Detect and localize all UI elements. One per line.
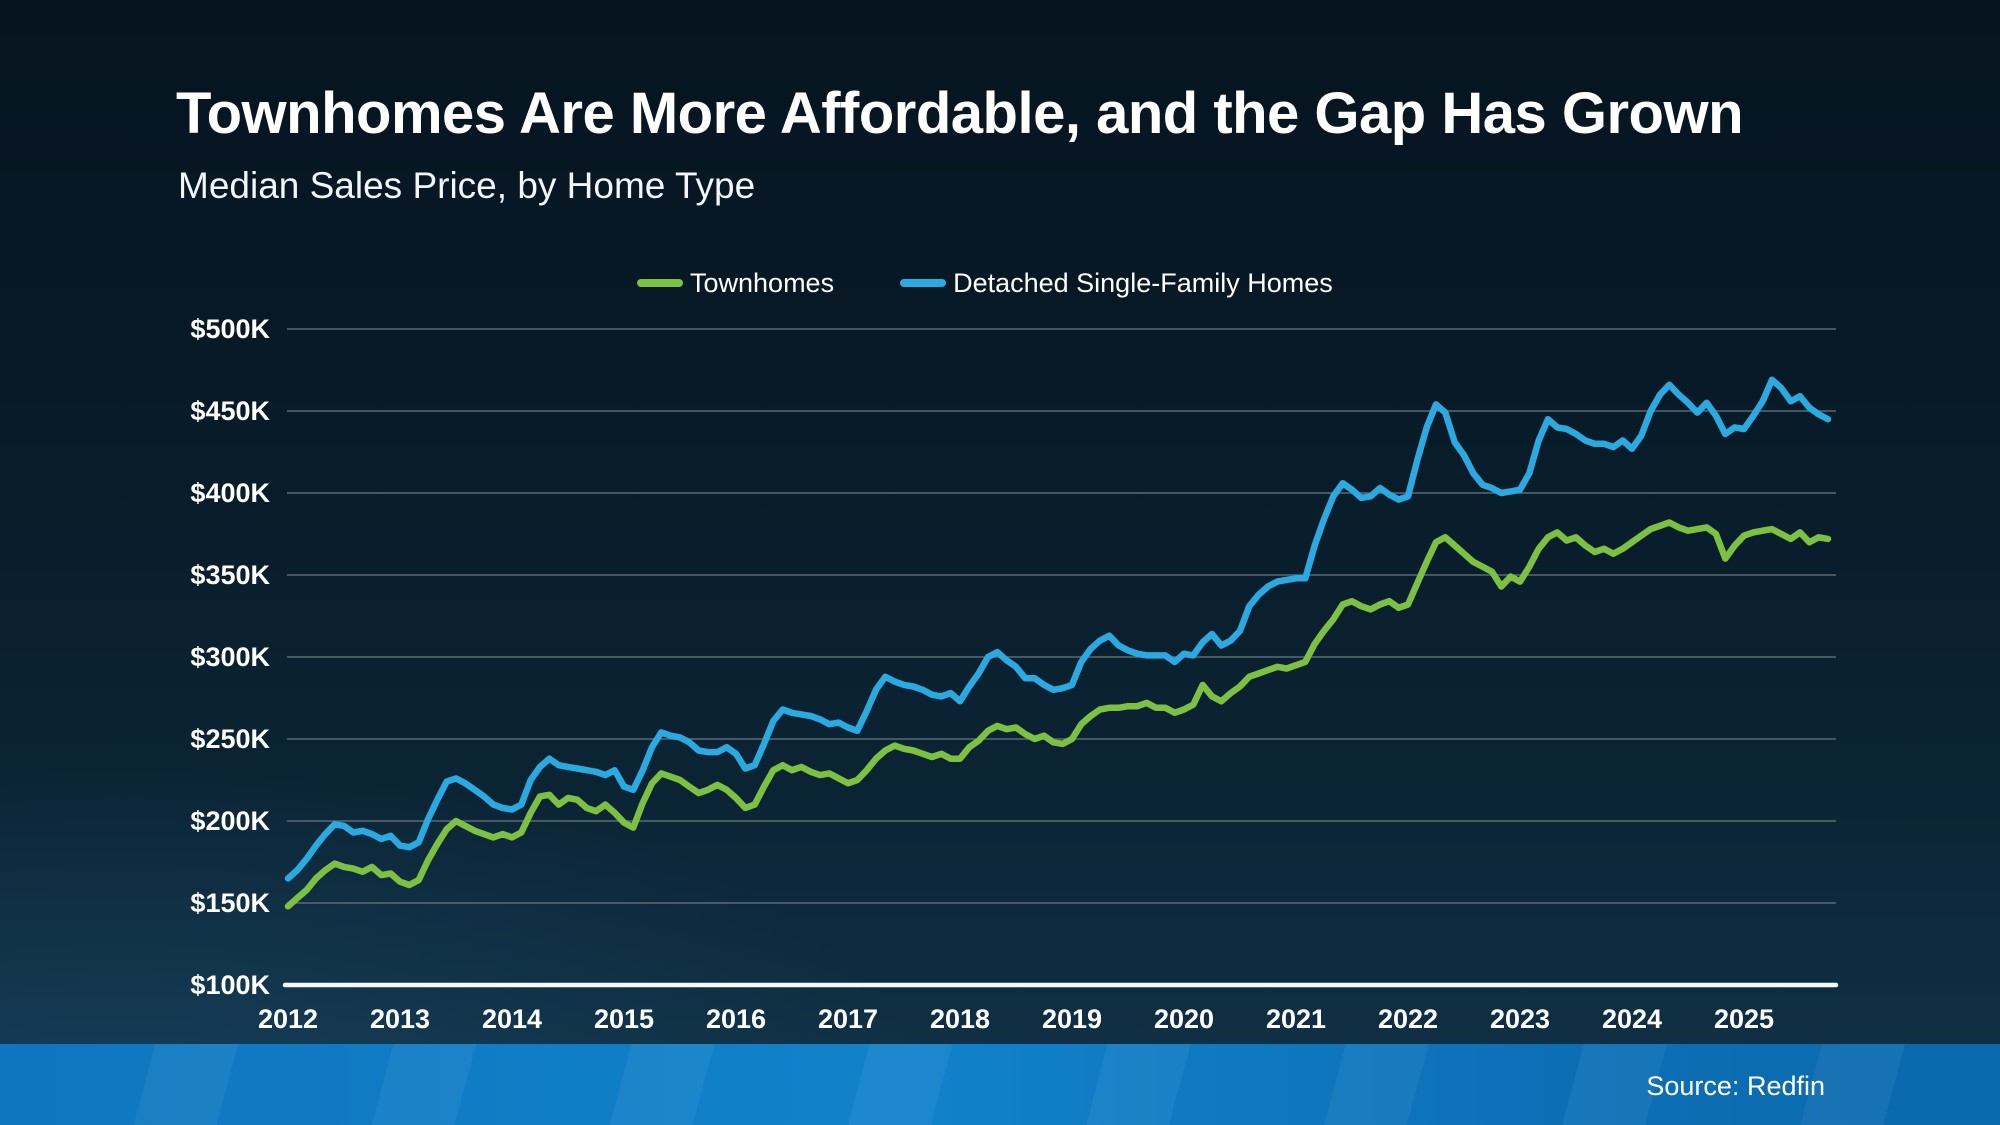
- source-label: Source: Redfin: [1646, 1071, 1825, 1101]
- detached-line-swatch-icon: [900, 279, 947, 287]
- x-tick-label: 2021: [1266, 1004, 1326, 1034]
- y-tick-label: $200K: [190, 806, 270, 836]
- y-tick-label: $250K: [190, 724, 270, 754]
- bottom-accent-bar: [0, 1044, 2000, 1125]
- chart-legend: Townhomes Detached Single-Family Homes: [637, 266, 1333, 300]
- x-tick-label: 2013: [370, 1004, 430, 1034]
- series-line-detached-single-family-homes: [284, 376, 1832, 882]
- y-tick-label: $300K: [190, 642, 270, 672]
- y-tick-label: $100K: [190, 970, 270, 1000]
- y-tick-label: $500K: [190, 314, 270, 344]
- legend-label-detached: Detached Single-Family Homes: [953, 267, 1333, 298]
- x-tick-label: 2016: [706, 1004, 766, 1034]
- townhomes-line-swatch-icon: [637, 279, 683, 287]
- y-tick-label: $150K: [190, 888, 270, 918]
- x-tick-label: 2020: [1154, 1004, 1214, 1034]
- y-tick-label: $450K: [190, 396, 270, 426]
- x-tick-label: 2017: [818, 1004, 878, 1034]
- series-line-townhomes: [284, 519, 1832, 910]
- x-tick-label: 2019: [1042, 1004, 1102, 1034]
- page-title: Townhomes Are More Affordable, and the G…: [176, 81, 1744, 146]
- page-subtitle: Median Sales Price, by Home Type: [178, 165, 756, 206]
- x-tick-label: 2018: [930, 1004, 990, 1034]
- x-tick-label: 2014: [482, 1004, 542, 1034]
- legend-item-townhomes: Townhomes: [637, 268, 834, 299]
- x-tick-label: 2023: [1490, 1004, 1550, 1034]
- x-tick-label: 2022: [1378, 1004, 1438, 1034]
- x-tick-label: 2025: [1714, 1004, 1774, 1034]
- x-tick-label: 2015: [594, 1004, 654, 1034]
- y-tick-label: $350K: [190, 560, 270, 590]
- x-tick-label: 2024: [1602, 1004, 1662, 1034]
- legend-label-townhomes: Townhomes: [690, 267, 835, 298]
- x-tick-label: 2012: [258, 1004, 318, 1034]
- y-tick-label: $400K: [190, 478, 270, 508]
- legend-item-detached: Detached Single-Family Homes: [900, 268, 1333, 299]
